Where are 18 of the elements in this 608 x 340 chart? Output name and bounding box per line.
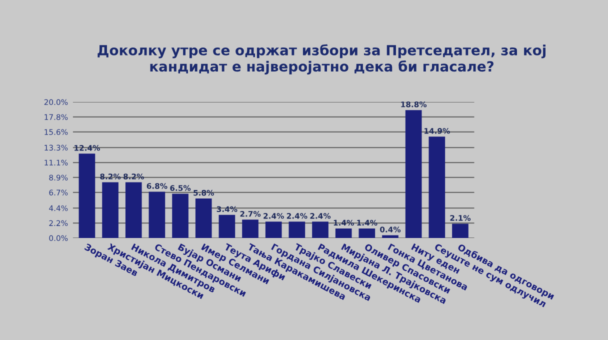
bar [288,222,306,238]
bar [312,222,328,238]
bar [242,220,258,238]
bar [358,228,376,238]
bar [102,182,118,238]
bar [382,235,398,238]
bar [195,198,212,238]
bar [428,136,446,238]
bar [78,154,96,238]
bar [218,214,236,238]
bar [335,228,352,238]
bar [265,222,282,238]
bar [405,110,422,238]
bar [172,194,188,238]
bar [452,224,468,238]
chart-title: Доколку утре се одржат избори за Претседател, за кој кандидат е најверојатно дека би гласале? [98,44,546,74]
bar [125,182,142,238]
bar [148,192,166,238]
